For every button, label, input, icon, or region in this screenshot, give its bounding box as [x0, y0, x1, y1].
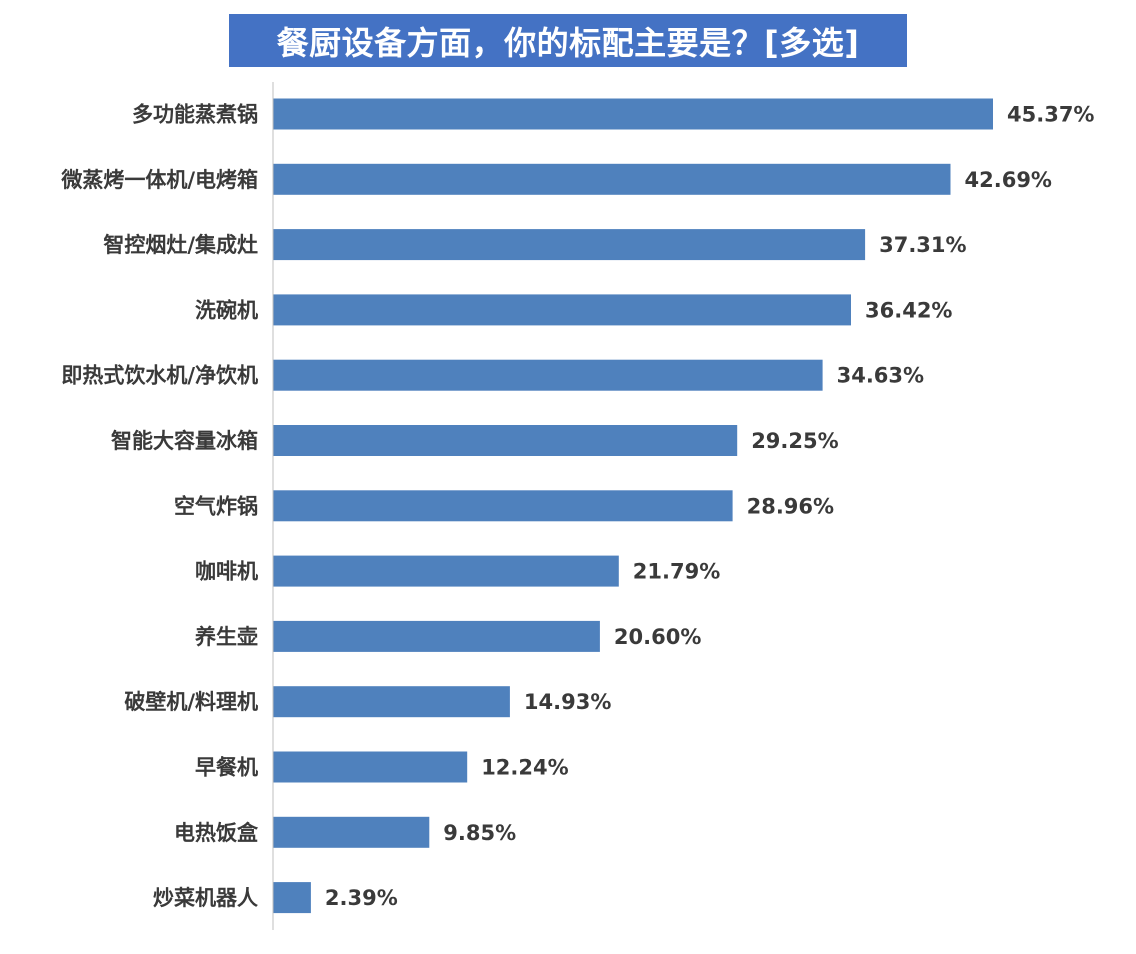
- data-label: 45.37%: [1007, 103, 1094, 127]
- category-label: 咖啡机: [195, 560, 258, 584]
- chart-title-banner: 餐厨设备方面，你的标配主要是？[多选]: [229, 14, 907, 67]
- bar: [273, 620, 600, 652]
- category-label: 多功能蒸煮锅: [132, 103, 258, 127]
- data-label: 14.93%: [524, 690, 611, 714]
- data-label: 9.85%: [443, 821, 516, 845]
- bar: [273, 359, 823, 391]
- bar: [273, 229, 866, 261]
- category-label: 破壁机/料理机: [124, 690, 258, 714]
- bar: [273, 425, 738, 456]
- category-label: 洗碗机: [195, 298, 258, 322]
- data-label: 2.39%: [325, 886, 398, 910]
- bar: [273, 490, 733, 522]
- bar: [273, 816, 430, 848]
- chart-title: 餐厨设备方面，你的标配主要是？[多选]: [276, 23, 860, 62]
- bar: [273, 294, 851, 326]
- bars-group: [273, 98, 993, 914]
- data-label: 21.79%: [633, 560, 720, 584]
- bar: [273, 882, 311, 914]
- category-label: 微蒸烤一体机/电烤箱: [60, 168, 258, 192]
- data-label: 29.25%: [751, 429, 838, 453]
- data-label: 28.96%: [747, 494, 834, 518]
- data-label: 36.42%: [865, 298, 952, 322]
- bar: [273, 163, 951, 195]
- category-label: 空气炸锅: [174, 494, 258, 518]
- category-label: 早餐机: [195, 756, 258, 780]
- category-label: 智控烟灶/集成灶: [103, 233, 258, 257]
- category-label: 即热式饮水机/净饮机: [61, 364, 258, 388]
- category-label: 智能大容量冰箱: [111, 429, 258, 453]
- value-labels-group: 45.37% 42.69% 37.31% 36.42% 34.63% 29.25% 28.9…: [325, 103, 1095, 911]
- category-label: 电热饭盒: [174, 821, 259, 845]
- bar: [273, 555, 619, 587]
- bar: [273, 751, 468, 783]
- category-label: 养生壶: [194, 625, 258, 649]
- data-label: 12.24%: [481, 756, 568, 780]
- category-label: 炒菜机器人: [153, 886, 258, 910]
- data-label: 20.60%: [614, 625, 701, 649]
- data-label: 42.69%: [965, 168, 1052, 192]
- bar: [273, 686, 510, 718]
- bar: [273, 98, 993, 130]
- data-label: 37.31%: [879, 233, 966, 257]
- data-label: 34.63%: [837, 364, 924, 388]
- category-labels-group: 多功能蒸煮锅微蒸烤一体机/电烤箱智控烟灶/集成灶洗碗机即热式饮水机/净饮机智能大…: [60, 103, 259, 911]
